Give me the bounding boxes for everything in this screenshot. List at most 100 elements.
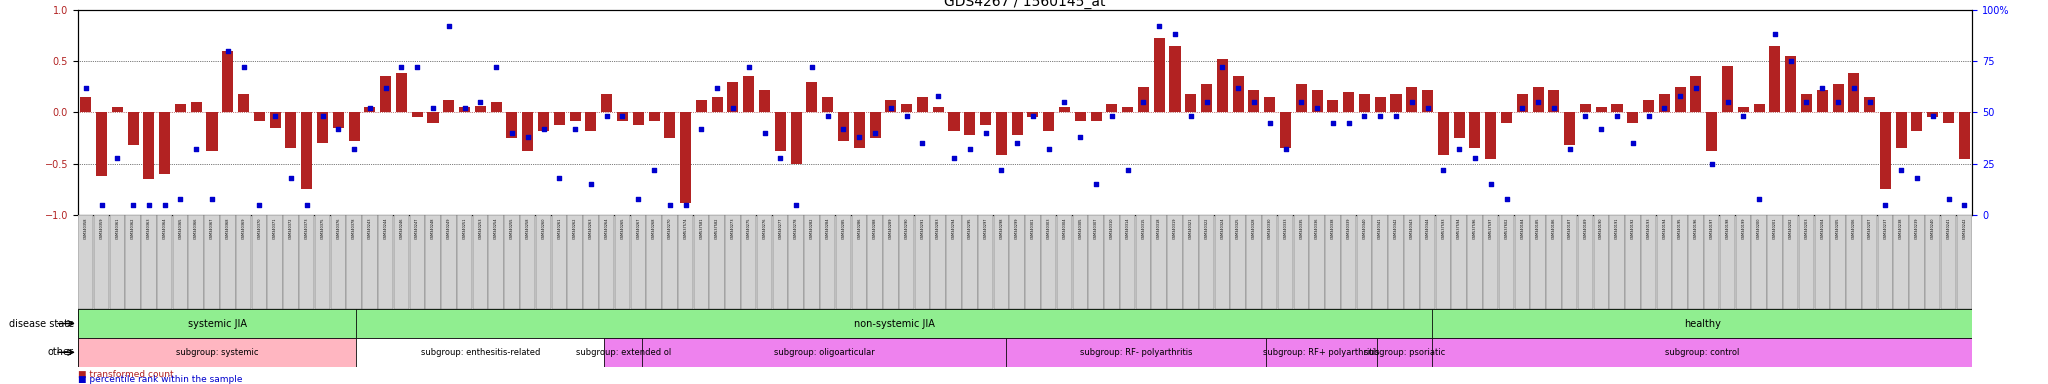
Bar [1186,94,1196,112]
Bar [1911,112,1923,131]
Bar [1012,112,1022,135]
Bar [1942,215,1956,309]
Bar [743,76,754,112]
Point [369,84,401,91]
Bar [348,112,360,141]
Bar [807,81,817,112]
Point [1300,105,1333,111]
Bar [1360,94,1370,112]
Bar [1468,112,1481,148]
Bar [268,215,283,309]
Bar [1006,338,1266,367]
Bar [1612,104,1622,112]
Point [465,99,498,105]
Text: GSM340260: GSM340260 [541,218,545,239]
Bar [995,112,1008,156]
Bar [1378,338,1432,367]
Bar [821,97,834,112]
Point [844,134,877,140]
Bar [664,112,676,138]
Text: GSM340368: GSM340368 [225,218,229,239]
Bar [1800,94,1812,112]
Text: GSM340310: GSM340310 [1110,218,1114,239]
Text: GSM537582: GSM537582 [715,218,719,239]
Bar [109,215,125,309]
Point [1159,31,1192,37]
Text: GSM340249: GSM340249 [446,218,451,239]
Bar [1784,215,1798,309]
Bar [965,112,975,135]
Bar [330,215,346,309]
Bar [866,215,883,309]
Point [1190,99,1223,105]
Bar [94,215,109,309]
Bar [977,215,993,309]
Point [891,113,924,119]
Bar [207,112,217,151]
Bar [586,112,596,131]
Bar [1356,215,1372,309]
Bar [1657,215,1671,309]
Point [670,202,702,208]
Point [305,113,338,119]
Bar [1214,215,1231,309]
Bar [1167,215,1184,309]
Bar [426,215,440,309]
Bar [301,112,311,189]
Bar [332,112,344,128]
Text: GSM340270: GSM340270 [668,218,672,239]
Bar [819,215,836,309]
Bar [504,215,520,309]
Bar [1688,215,1704,309]
Bar [1532,87,1544,112]
Text: GSM340325: GSM340325 [1237,218,1241,239]
Point [1206,64,1239,70]
Point [1585,126,1618,132]
Point [1063,134,1096,140]
Bar [238,94,250,112]
Bar [285,112,297,148]
Point [1458,154,1491,161]
Bar [1847,73,1860,112]
Bar [188,215,205,309]
Point [1821,99,1853,105]
Bar [487,215,504,309]
Bar [1786,56,1796,112]
Point [117,202,150,208]
Text: GSM340289: GSM340289 [889,218,893,239]
Text: GSM340322: GSM340322 [1204,218,1208,239]
Point [1774,58,1806,64]
Point [1679,84,1712,91]
Point [70,84,102,91]
Bar [1233,76,1243,112]
Bar [1563,215,1577,309]
Text: GSM340189: GSM340189 [1583,218,1587,239]
Point [432,23,465,29]
Bar [315,215,330,309]
Bar [174,104,186,112]
Bar [1087,215,1104,309]
Bar [1432,309,1972,338]
Bar [80,97,92,112]
Text: GSM340203: GSM340203 [1804,218,1808,239]
Text: GSM340206: GSM340206 [1851,218,1855,239]
Bar [356,309,1432,338]
Bar [127,112,139,145]
Text: GSM340261: GSM340261 [557,218,561,239]
Bar [1264,97,1276,112]
Bar [993,215,1010,309]
Bar [1249,90,1260,112]
Bar [1057,215,1073,309]
Bar [741,215,756,309]
Bar [725,215,741,309]
Bar [649,112,659,121]
Point [86,202,119,208]
Text: GSM340258: GSM340258 [526,218,530,239]
Bar [1896,112,1907,148]
Bar [1296,84,1307,112]
Bar [1958,112,1970,159]
Text: GSM340371: GSM340371 [272,218,276,239]
Text: GSM340237: GSM340237 [1884,218,1888,239]
Point [1112,167,1145,173]
Bar [631,215,645,309]
